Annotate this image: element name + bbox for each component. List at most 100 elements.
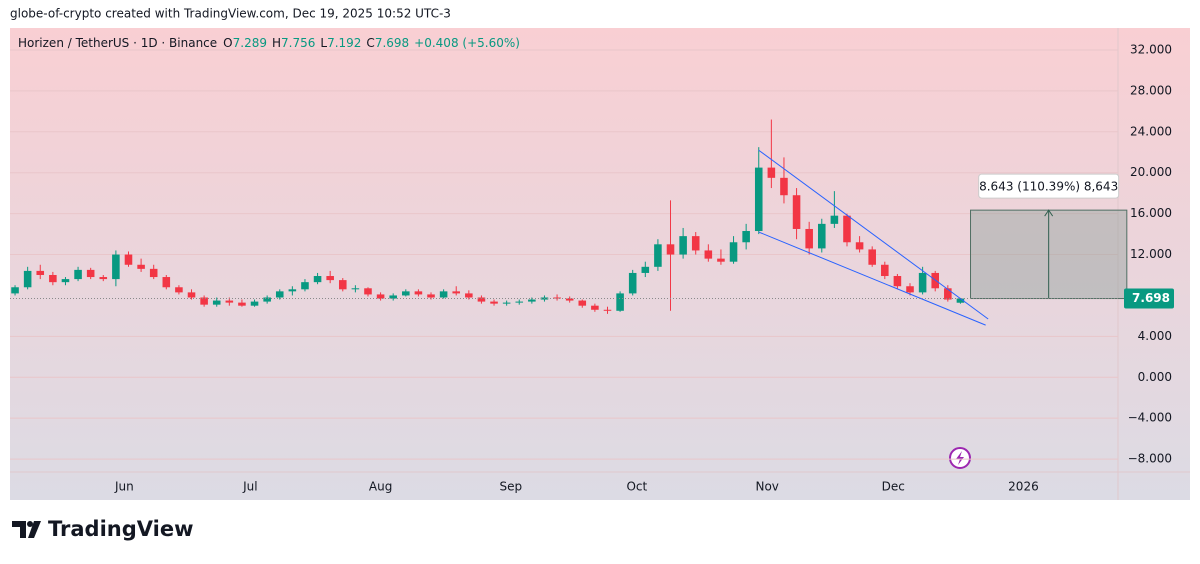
candle-body: [792, 195, 801, 229]
candle-body: [61, 279, 70, 283]
ohlc-value: 7.192: [327, 36, 361, 50]
candle-body: [528, 299, 536, 302]
candle-body: [23, 270, 32, 288]
candle-body: [225, 300, 234, 303]
candle-body: [918, 272, 927, 293]
y-tick-label: 24.000: [1130, 124, 1172, 138]
candle-body: [238, 302, 246, 306]
candle-body: [628, 272, 637, 294]
symbol-name: Horizen / TetherUS · 1D · Binance: [18, 36, 217, 50]
candle-body: [402, 291, 410, 296]
candle-body: [603, 309, 612, 311]
candle-body: [868, 249, 876, 265]
candle-body: [112, 254, 120, 280]
y-tick-label: −4.000: [1128, 411, 1172, 425]
candle-body: [817, 223, 826, 249]
y-tick-label: −8.000: [1128, 452, 1172, 466]
ohlc-key: L: [320, 36, 327, 50]
candle-body: [616, 293, 624, 311]
candle-body: [641, 266, 650, 273]
candle-body: [944, 288, 952, 300]
candle-body: [351, 288, 360, 290]
candle-body: [212, 300, 221, 305]
last-price-tag: 7.698: [1132, 291, 1170, 305]
candle-body: [11, 287, 19, 294]
candle-body: [452, 291, 461, 294]
ohlc-key: H: [272, 36, 281, 50]
logo: TradingView: [12, 517, 193, 541]
last-price-tag-bg: [1124, 288, 1174, 309]
x-tick-label: Aug: [369, 480, 392, 494]
candle-body: [956, 298, 965, 303]
candle-body: [465, 293, 473, 298]
ohlc-value: 7.756: [281, 36, 315, 50]
candle-body: [288, 289, 297, 292]
ohlc-key: C: [366, 36, 374, 50]
legend: Horizen / TetherUS · 1D · Binance O7.289 H…: [18, 36, 520, 50]
candle-body: [666, 244, 675, 255]
measure-label: 8.643 (110.39%) 8,643: [979, 180, 1118, 194]
y-tick-label: 12.000: [1130, 247, 1172, 261]
candle-body: [780, 177, 788, 196]
candle-body: [187, 292, 196, 298]
candle-body: [843, 215, 851, 243]
candle-body: [376, 294, 385, 299]
measure-label-bg: [978, 173, 1120, 199]
candle-body: [881, 264, 889, 277]
candle-body: [250, 301, 259, 306]
candle-body: [906, 286, 914, 293]
candle-body: [805, 228, 813, 249]
trend-line: [758, 149, 989, 320]
candle-body: [742, 231, 750, 243]
x-tick-label: 2026: [1008, 480, 1039, 494]
x-tick-label: Oct: [626, 480, 647, 494]
candle-body: [49, 274, 57, 283]
candle-body: [578, 300, 587, 306]
candle-body: [754, 167, 763, 232]
candle-body: [86, 269, 95, 278]
bolt-icon: [949, 447, 971, 469]
y-tick-label: 0.000: [1138, 370, 1172, 384]
candle-body: [175, 287, 183, 293]
candle-body: [162, 277, 171, 288]
candle-body: [553, 297, 561, 299]
candle-body: [200, 297, 208, 305]
y-tick-label: 4.000: [1138, 329, 1172, 343]
y-tick-label: 32.000: [1130, 42, 1172, 56]
candle-body: [74, 269, 82, 280]
measure-arrowhead: [1044, 209, 1054, 217]
candle-body: [137, 264, 145, 269]
candle-body: [691, 236, 700, 251]
candle-body: [275, 291, 284, 298]
candle-body: [515, 301, 524, 303]
candle-body: [414, 291, 423, 295]
brand: TradingView: [48, 517, 193, 541]
candle-body: [704, 250, 713, 259]
candle-body: [477, 297, 486, 302]
change: +0.408 (+5.60%): [414, 36, 520, 50]
candle-body: [565, 298, 574, 301]
candle-body: [679, 236, 687, 255]
candle-body: [893, 276, 902, 287]
x-tick-label: Sep: [499, 480, 522, 494]
candle-body: [263, 297, 271, 302]
x-tick-label: Jul: [242, 480, 257, 494]
candle-body: [855, 242, 864, 250]
candle-body: [490, 301, 498, 304]
symbol: Horizen / TetherUS · 1D · Binance O7.289 H…: [18, 36, 520, 50]
candle-body: [149, 268, 158, 278]
attribution: globe-of-crypto created with TradingView…: [10, 7, 451, 21]
plot-bg: [10, 28, 1190, 500]
ohlc-value: 7.289: [233, 36, 267, 50]
candle-body: [326, 276, 334, 281]
y-tick-label: 28.000: [1130, 83, 1172, 97]
candle-body: [830, 215, 839, 224]
x-tick-label: Dec: [882, 480, 905, 494]
ohlc-key: O: [223, 36, 232, 50]
candle-body: [427, 294, 435, 298]
candle-body: [364, 288, 372, 295]
candle-body: [439, 291, 448, 298]
candle-body: [301, 282, 309, 290]
